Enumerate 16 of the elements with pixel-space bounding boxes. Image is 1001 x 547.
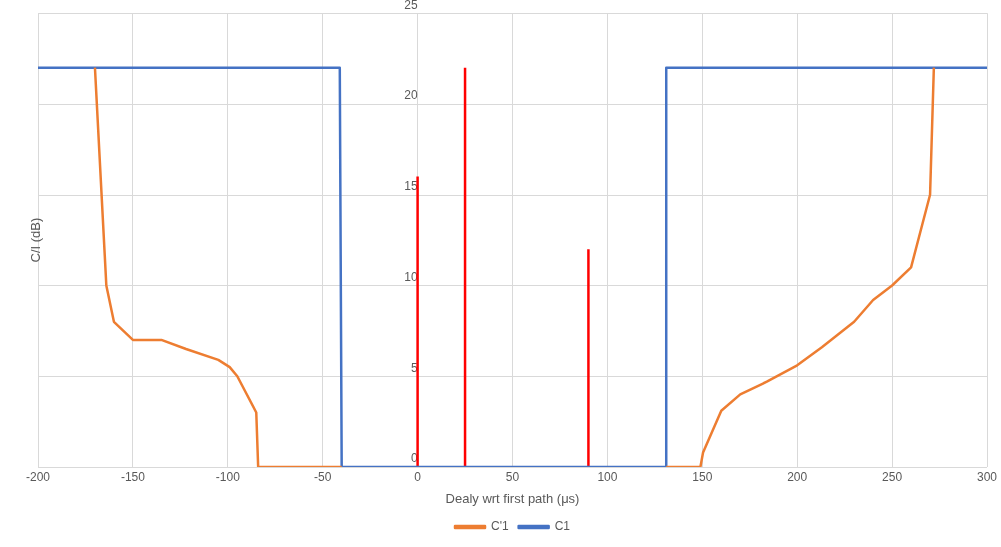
x-tick-label: -100: [215, 469, 241, 484]
x-tick-label: -50: [314, 469, 332, 484]
y-tick-label: 20: [404, 88, 418, 103]
x-tick-label: 200: [787, 469, 808, 484]
x-tick-label: 100: [597, 469, 618, 484]
x-tick-label: 50: [505, 469, 520, 484]
y-tick-label: 25: [404, 0, 418, 12]
y-axis-title: C/I (dB): [27, 217, 43, 263]
x-tick-label: 300: [976, 469, 998, 484]
x-tick-label: 150: [692, 469, 713, 484]
legend-label: C'1: [491, 519, 509, 534]
x-axis-title: Dealy wrt first path (μs): [445, 490, 580, 506]
x-tick-label: -150: [120, 469, 146, 484]
x-tick-label: 250: [882, 469, 903, 484]
legend-label: C1: [554, 519, 571, 534]
x-tick-label: -200: [25, 469, 51, 484]
